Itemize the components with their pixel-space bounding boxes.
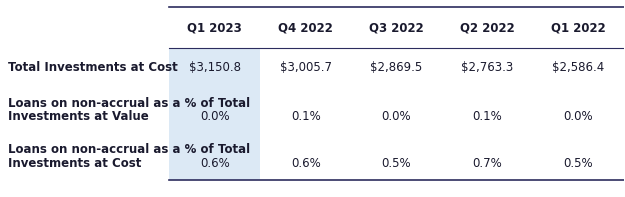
Text: $2,869.5: $2,869.5 [371,61,423,74]
Text: 0.5%: 0.5% [563,157,593,170]
Text: 0.6%: 0.6% [291,157,321,170]
Text: Q1 2022: Q1 2022 [551,21,606,34]
Text: 0.0%: 0.0% [200,111,229,124]
Text: 0.7%: 0.7% [472,157,502,170]
Text: Q3 2022: Q3 2022 [369,21,424,34]
Text: Loans on non-accrual as a % of Total: Loans on non-accrual as a % of Total [8,143,250,156]
Text: $2,586.4: $2,586.4 [552,61,604,74]
Text: 0.0%: 0.0% [382,111,411,124]
Bar [169,48,260,180]
Text: Investments at Cost: Investments at Cost [8,157,141,170]
Text: $3,005.7: $3,005.7 [279,61,332,74]
Text: Q2 2022: Q2 2022 [460,21,515,34]
Text: Q4 2022: Q4 2022 [278,21,333,34]
Text: Loans on non-accrual as a % of Total: Loans on non-accrual as a % of Total [8,97,250,110]
Text: 0.1%: 0.1% [291,111,321,124]
Text: $3,150.8: $3,150.8 [189,61,241,74]
Text: 0.0%: 0.0% [563,111,593,124]
Text: 0.5%: 0.5% [382,157,411,170]
Text: Q1 2023: Q1 2023 [188,21,242,34]
Text: $2,763.3: $2,763.3 [461,61,514,74]
Text: Investments at Value: Investments at Value [8,111,148,124]
Text: 0.6%: 0.6% [200,157,229,170]
Text: Total Investments at Cost: Total Investments at Cost [8,61,177,74]
Text: 0.1%: 0.1% [472,111,502,124]
